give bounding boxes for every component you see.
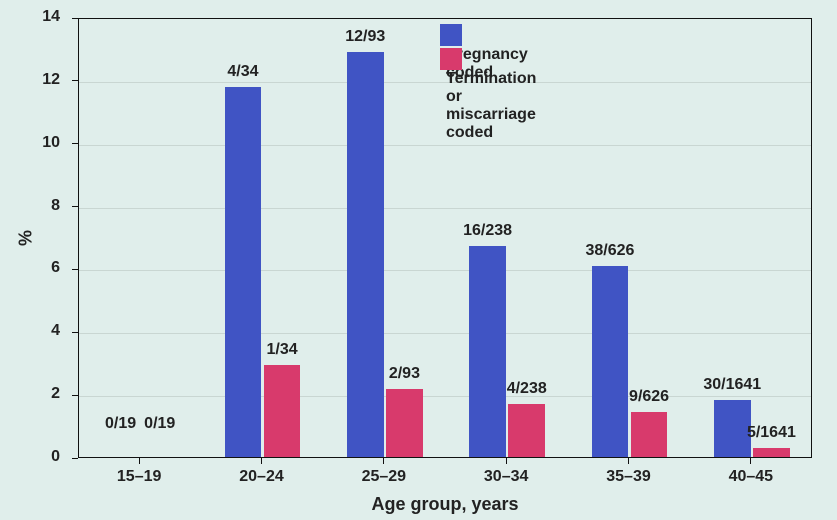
bar	[714, 400, 751, 458]
y-tick-label: 4	[30, 322, 60, 340]
y-tick-label: 14	[30, 8, 60, 26]
y-tick-mark	[72, 332, 78, 333]
y-tick-mark	[72, 143, 78, 144]
x-tick-mark	[750, 458, 751, 464]
x-tick-mark	[139, 458, 140, 464]
y-tick-mark	[72, 206, 78, 207]
legend-swatch	[440, 24, 462, 46]
bar-value-label: 0/19	[105, 415, 136, 433]
x-tick-label: 35–39	[606, 468, 651, 486]
gridline	[79, 208, 811, 209]
y-tick-mark	[72, 18, 78, 19]
bar-value-label: 5/1641	[747, 424, 796, 442]
legend-swatch	[440, 48, 462, 70]
gridline	[79, 396, 811, 397]
bar-value-label: 38/626	[585, 242, 634, 260]
bar	[508, 404, 545, 457]
bar	[469, 246, 506, 457]
gridline	[79, 333, 811, 334]
x-axis-label: Age group, years	[371, 494, 518, 515]
x-tick-label: 40–45	[729, 468, 774, 486]
y-tick-label: 6	[30, 259, 60, 277]
y-tick-label: 8	[30, 197, 60, 215]
bar-value-label: 12/93	[345, 28, 385, 46]
bar-value-label: 2/93	[389, 365, 420, 383]
bar	[347, 52, 384, 457]
y-tick-mark	[72, 269, 78, 270]
legend-label: Termination or miscarriage coded	[446, 70, 536, 142]
bar-value-label: 30/1641	[703, 376, 761, 394]
bar	[592, 266, 629, 457]
x-tick-label: 15–19	[117, 468, 162, 486]
bar	[264, 365, 301, 457]
bar-value-label: 1/34	[266, 341, 297, 359]
bar	[631, 412, 668, 457]
x-tick-mark	[261, 458, 262, 464]
x-tick-label: 20–24	[239, 468, 284, 486]
bar-value-label: 4/34	[227, 63, 258, 81]
bar-value-label: 9/626	[629, 388, 669, 406]
bar	[386, 389, 423, 457]
x-tick-mark	[628, 458, 629, 464]
y-tick-label: 2	[30, 385, 60, 403]
y-tick-mark	[72, 80, 78, 81]
bar-value-label: 4/238	[507, 380, 547, 398]
y-axis-label: %	[16, 230, 37, 246]
y-tick-mark	[72, 458, 78, 459]
y-tick-label: 12	[30, 71, 60, 89]
x-tick-mark	[506, 458, 507, 464]
x-tick-label: 30–34	[484, 468, 529, 486]
bar-value-label: 0/19	[144, 415, 175, 433]
bar	[225, 87, 262, 457]
bar-value-label: 16/238	[463, 222, 512, 240]
gridline	[79, 145, 811, 146]
gridline	[79, 270, 811, 271]
y-tick-label: 0	[30, 448, 60, 466]
legend-item: Termination or miscarriage coded	[440, 48, 536, 142]
bar	[753, 448, 790, 457]
x-tick-mark	[383, 458, 384, 464]
chart-frame: 0/19 0/19 4/34 1/34 12/93 2/93 16/238 4/238 38/6…	[0, 0, 837, 520]
x-tick-label: 25–29	[362, 468, 407, 486]
y-tick-label: 10	[30, 134, 60, 152]
y-tick-mark	[72, 395, 78, 396]
